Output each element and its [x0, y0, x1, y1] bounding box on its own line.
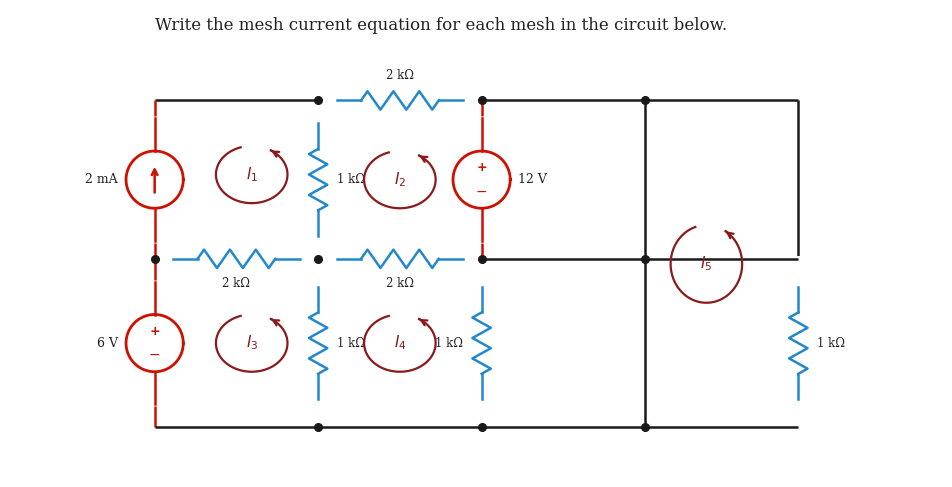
Text: $I_3$: $I_3$	[246, 334, 258, 353]
Text: 1 kΩ: 1 kΩ	[816, 337, 843, 350]
Text: 12 V: 12 V	[518, 173, 546, 186]
Text: 2 mA: 2 mA	[85, 173, 118, 186]
Text: 2 kΩ: 2 kΩ	[386, 69, 413, 82]
Text: $I_4$: $I_4$	[393, 334, 406, 353]
Text: 1 kΩ: 1 kΩ	[435, 337, 463, 350]
Text: Write the mesh current equation for each mesh in the circuit below.: Write the mesh current equation for each…	[154, 17, 726, 34]
Text: 1 kΩ: 1 kΩ	[336, 173, 364, 186]
Text: +: +	[476, 161, 486, 174]
Text: $I_5$: $I_5$	[700, 255, 712, 273]
Text: 2 kΩ: 2 kΩ	[386, 277, 413, 290]
Text: −: −	[475, 185, 486, 199]
Text: 6 V: 6 V	[97, 337, 118, 350]
Text: $I_2$: $I_2$	[393, 170, 406, 189]
Text: 2 kΩ: 2 kΩ	[222, 277, 250, 290]
Text: −: −	[149, 348, 160, 362]
Text: +: +	[149, 325, 160, 337]
Text: 1 kΩ: 1 kΩ	[336, 337, 364, 350]
Text: $I_1$: $I_1$	[246, 165, 258, 184]
